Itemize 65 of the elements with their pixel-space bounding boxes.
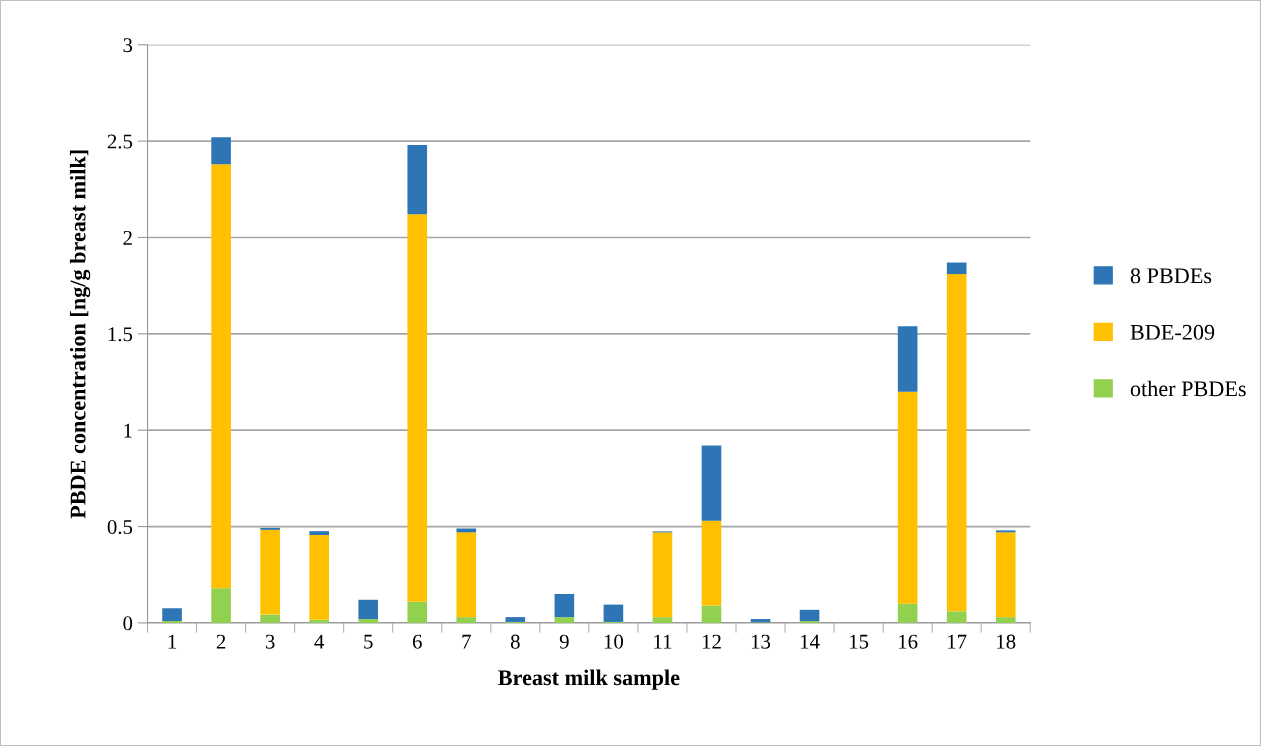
bar: [260, 529, 280, 615]
bar: [995, 617, 1016, 623]
bar: [652, 617, 673, 623]
bar: [701, 605, 722, 623]
bar: [897, 391, 918, 604]
bar: [554, 594, 575, 618]
bar: [652, 532, 673, 618]
x-tick-label: 6: [412, 634, 422, 649]
bar: [946, 262, 967, 275]
y-axis-title: PBDE concentration [ng/g breast milk]: [69, 150, 91, 519]
x-tick-label: 3: [265, 634, 275, 649]
y-tick-label: 2: [123, 230, 132, 245]
y-tick-label: 1.5: [108, 327, 133, 342]
bar: [358, 599, 379, 620]
bar: [211, 588, 231, 623]
bar: [554, 617, 575, 623]
x-tick-label: 17: [948, 634, 967, 649]
bar: [309, 531, 329, 536]
bar: [407, 214, 428, 602]
x-tick-label: 4: [314, 634, 325, 649]
legend-label: other PBDEs: [1130, 380, 1246, 397]
x-tick-label: 18: [997, 634, 1016, 649]
y-tick-label: 0: [123, 616, 133, 631]
bar: [211, 137, 231, 165]
bar: [897, 326, 918, 392]
bar: [603, 604, 624, 622]
x-tick-label: 10: [604, 634, 624, 649]
x-tick-label: 13: [751, 634, 771, 649]
bar: [358, 619, 379, 623]
x-tick-label: 2: [216, 634, 226, 649]
bar: [162, 608, 182, 621]
x-tick-label: 8: [510, 634, 520, 649]
bar: [211, 164, 231, 589]
bar: [260, 614, 280, 623]
x-tick-label: 14: [800, 634, 820, 649]
bar: [946, 611, 967, 623]
bar: [701, 445, 722, 521]
bar: [456, 617, 477, 623]
y-tick-label: 1: [124, 423, 132, 438]
x-tick-label: 7: [462, 634, 471, 649]
bar: [407, 601, 428, 623]
bar: [505, 617, 526, 622]
bar: [995, 532, 1016, 618]
legend-label: BDE-209: [1130, 324, 1215, 340]
x-tick-label: 11: [654, 634, 672, 649]
x-tick-label: 9: [559, 634, 569, 649]
x-axis-title: Breast milk sample: [498, 669, 680, 690]
bar: [897, 603, 918, 623]
y-tick-label: 3: [123, 38, 133, 53]
y-tick-label: 0.5: [107, 519, 133, 535]
bar: [309, 535, 329, 620]
x-tick-label: 1: [168, 634, 177, 649]
bar: [799, 609, 820, 621]
bar: [946, 274, 967, 612]
bar: [407, 144, 428, 215]
legend-label: 8 PBDEs: [1130, 268, 1212, 284]
y-tick-label: 2.5: [107, 134, 133, 149]
bar: [309, 619, 329, 623]
bar: [701, 520, 722, 606]
bar: [456, 528, 477, 533]
x-tick-label: 15: [850, 634, 869, 649]
x-tick-label: 12: [702, 634, 721, 649]
x-tick-label: 5: [364, 634, 373, 649]
bar: [456, 532, 477, 618]
x-tick-label: 16: [899, 634, 918, 649]
